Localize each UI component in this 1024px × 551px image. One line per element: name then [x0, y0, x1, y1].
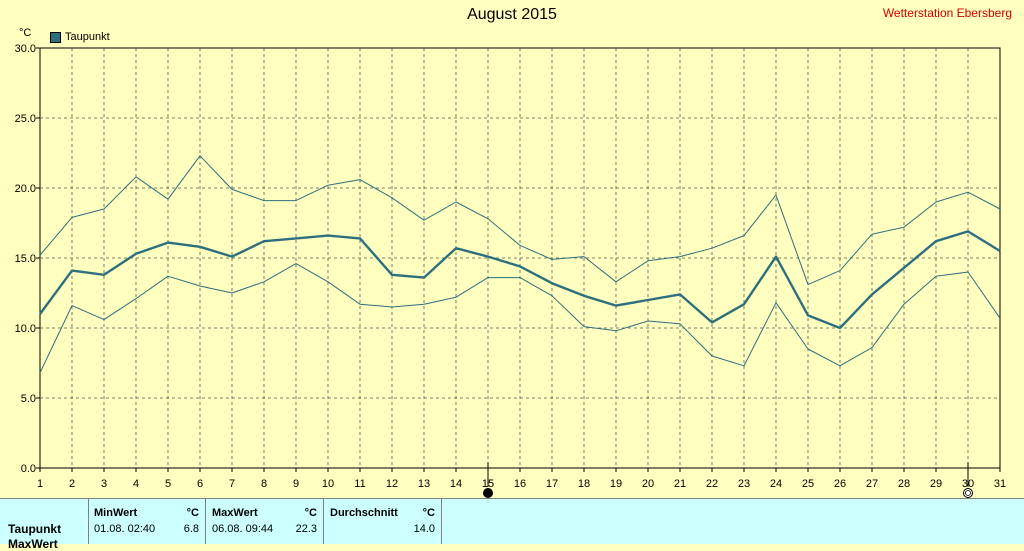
x-tick-label: 9: [293, 478, 299, 490]
x-tick-label: 8: [261, 478, 267, 490]
new-moon-icon: [963, 488, 973, 498]
x-tick-label: 10: [322, 478, 334, 490]
x-tick-label: 6: [197, 478, 203, 490]
x-tick-label: 22: [706, 478, 718, 490]
min-unit: °C: [186, 507, 199, 519]
x-tick-label: 11: [354, 478, 365, 490]
x-tick-label: 24: [770, 478, 782, 490]
x-tick-label: 18: [578, 478, 590, 490]
x-tick-label: 7: [229, 478, 235, 490]
y-tick-label: 20.0: [15, 183, 36, 195]
max-value: 22.3: [295, 523, 317, 535]
avg-header: Durchschnitt: [330, 507, 398, 519]
x-tick-label: 5: [165, 478, 171, 490]
x-tick-label: 25: [802, 478, 814, 490]
stats-label-cell: Taupunkt MaxWert: [0, 499, 89, 551]
y-tick-label: 0.0: [21, 463, 36, 475]
series-line-max: [39, 155, 1001, 286]
x-tick-label: 17: [546, 478, 558, 490]
y-axis-unit: °C: [19, 27, 32, 39]
y-tick-label: 30.0: [15, 43, 36, 55]
max-time: 06.08. 09:44: [212, 523, 274, 535]
y-tick-label: 15.0: [15, 253, 36, 265]
legend: Taupunkt: [50, 31, 110, 43]
x-tick-label: 28: [898, 478, 910, 490]
min-header: MinWert: [94, 507, 138, 519]
max-unit: °C: [304, 507, 317, 519]
min-value: 6.8: [183, 523, 199, 535]
stats-panel: Taupunkt MaxWert MinWert °C 01.08. 02:40…: [0, 498, 1024, 551]
y-tick-label: 25.0: [15, 113, 36, 125]
station-name: Wetterstation Ebersberg: [882, 6, 1012, 20]
x-tick-label: 2: [69, 478, 75, 490]
avg-cell: Durchschnitt °C 14.0: [324, 499, 442, 544]
min-cell: MinWert °C 01.08. 02:40 6.8: [89, 499, 206, 544]
x-tick-label: 13: [418, 478, 430, 490]
y-tick-label: 5.0: [21, 393, 36, 405]
legend-swatch: [50, 31, 61, 43]
x-tick-label: 21: [674, 478, 686, 490]
x-tick-label: 31: [994, 478, 1006, 490]
x-tick-label: 20: [642, 478, 654, 490]
x-tick-label: 23: [738, 478, 750, 490]
x-tick-label: 29: [930, 478, 942, 490]
max-header: MaxWert: [212, 507, 258, 519]
chart-title: August 2015: [467, 6, 557, 23]
x-tick-label: 14: [450, 478, 462, 490]
x-tick-label: 4: [133, 478, 139, 490]
series-line-taupunkt: [39, 230, 1001, 330]
series-line-min: [39, 263, 1001, 374]
new-moon-inner: [965, 490, 971, 496]
y-tick-label: 10.0: [15, 323, 36, 335]
avg-value: 14.0: [413, 523, 435, 535]
min-time: 01.08. 02:40: [94, 523, 156, 535]
chart-svg: 1 2 3 4 5 6 7 8 9 10 11 12 13 14 15 16 17 18 19 20 21 22 23 24 2…: [15, 43, 1006, 498]
full-moon-icon: [483, 488, 493, 498]
stats-row2-label: MaxWert: [8, 537, 58, 551]
stats-row-label: Taupunkt: [8, 522, 62, 536]
max-cell: MaxWert °C 06.08. 09:44 22.3: [206, 499, 324, 544]
x-tick-label: 27: [866, 478, 878, 490]
x-tick-label: 1: [37, 478, 43, 490]
x-tick-label: 16: [514, 478, 526, 490]
x-tick-label: 19: [610, 478, 622, 490]
x-tick-label: 26: [834, 478, 846, 490]
x-tick-label: 12: [386, 478, 398, 490]
x-tick-label: 3: [101, 478, 107, 490]
avg-unit: °C: [422, 507, 435, 519]
legend-label: Taupunkt: [65, 31, 110, 43]
